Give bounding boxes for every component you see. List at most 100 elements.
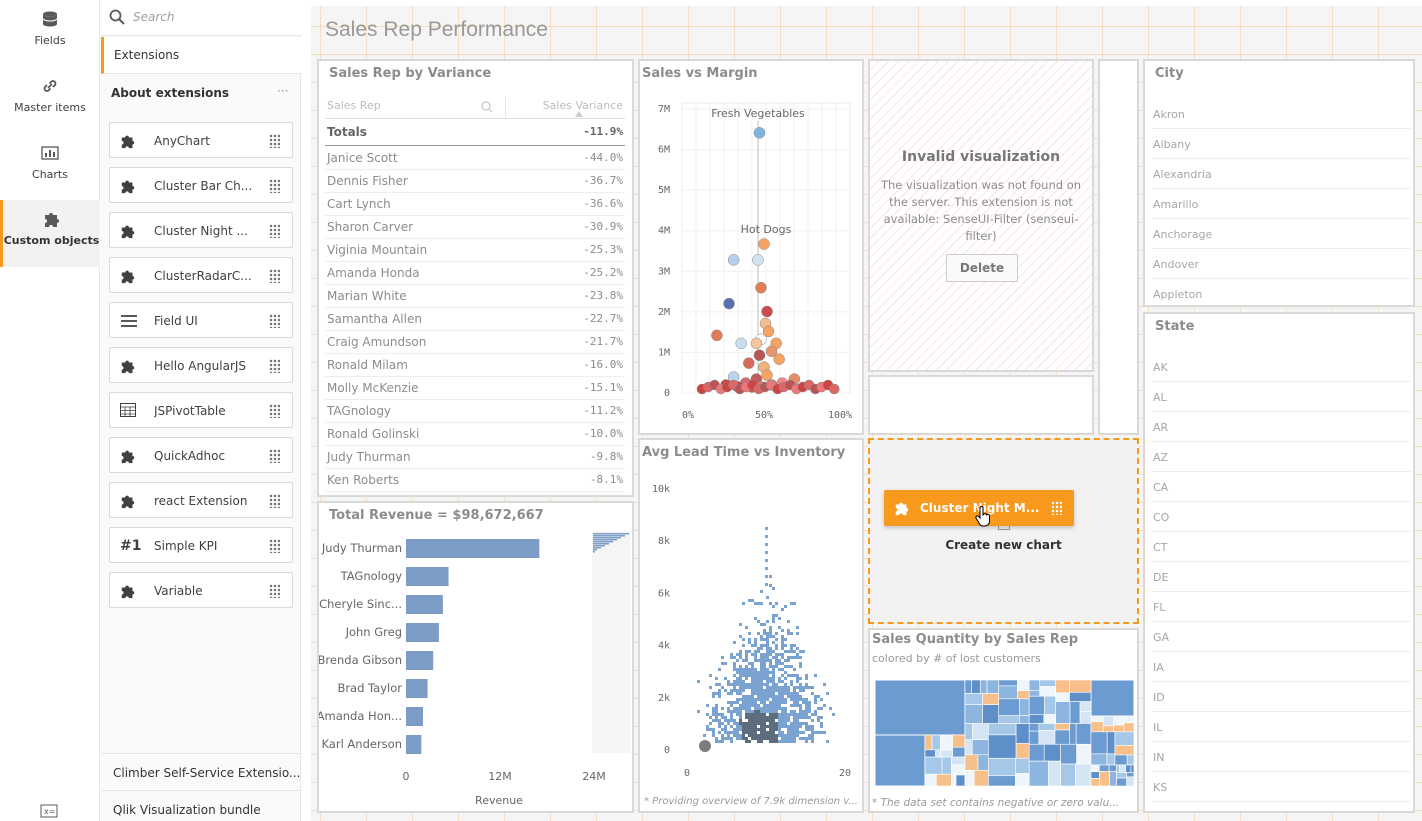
- treemap-tile[interactable]: [935, 773, 952, 786]
- treemap-tile[interactable]: [951, 764, 966, 776]
- treemap-tile[interactable]: [1106, 753, 1116, 766]
- treemap-tile[interactable]: [1090, 771, 1100, 779]
- treemap-tile[interactable]: [1069, 701, 1081, 724]
- treemap-tile[interactable]: [1099, 771, 1110, 786]
- treemap-tile[interactable]: [1116, 777, 1127, 786]
- treemap-tile[interactable]: [988, 734, 1017, 759]
- scatter-point[interactable]: [727, 254, 740, 266]
- revenue-bar[interactable]: [406, 679, 428, 698]
- bundle-climber[interactable]: Climber Self-Service Extensio...: [101, 753, 301, 790]
- treemap-tile[interactable]: [1116, 772, 1127, 779]
- drag-handle-icon[interactable]: [1051, 501, 1062, 515]
- scatter-point[interactable]: [743, 357, 755, 369]
- expression-icon[interactable]: x=: [40, 803, 58, 821]
- treemap-tile[interactable]: [998, 680, 1018, 687]
- extensions-tab[interactable]: Extensions: [101, 37, 301, 74]
- search-icon[interactable]: [481, 101, 493, 113]
- scatter-point[interactable]: [735, 337, 747, 350]
- treemap-tile[interactable]: [1102, 725, 1115, 733]
- treemap-tile[interactable]: [1108, 764, 1117, 772]
- scatter-point[interactable]: [753, 349, 766, 361]
- treemap-tile[interactable]: [1048, 760, 1061, 786]
- treemap-tile[interactable]: [1075, 723, 1092, 745]
- treemap-tile[interactable]: [1114, 731, 1134, 746]
- treemap-tile[interactable]: [1126, 754, 1134, 766]
- treemap-tile[interactable]: [1113, 715, 1125, 726]
- drag-handle-icon[interactable]: [269, 179, 280, 193]
- treemap-tile[interactable]: [1039, 686, 1056, 697]
- rail-master-items[interactable]: Master items: [0, 67, 100, 134]
- city-list-item[interactable]: Akron: [1151, 99, 1411, 129]
- treemap-tile[interactable]: [1106, 731, 1116, 755]
- dragged-extension-item[interactable]: Cluster Night M...: [884, 490, 1074, 526]
- treemap-tile[interactable]: [1028, 695, 1045, 715]
- extension-item[interactable]: Cluster Bar Ch...: [109, 167, 293, 203]
- treemap-tile[interactable]: [972, 723, 989, 741]
- treemap-tile[interactable]: [1043, 714, 1056, 724]
- treemap-chart[interactable]: Sales Quantity by Sales Rep colored by #…: [868, 628, 1139, 813]
- treemap-tile[interactable]: [1017, 680, 1030, 692]
- scatter-point[interactable]: [755, 281, 767, 294]
- city-list-item[interactable]: Albany: [1151, 129, 1411, 159]
- treemap-tile[interactable]: [1069, 723, 1077, 745]
- drag-handle-icon[interactable]: [269, 314, 280, 328]
- treemap-tile[interactable]: [1126, 772, 1134, 778]
- rail-fields[interactable]: Fields: [0, 0, 100, 67]
- treemap-tile[interactable]: [1130, 764, 1134, 773]
- treemap-tile[interactable]: [988, 723, 1017, 736]
- treemap-tile[interactable]: [1028, 760, 1049, 786]
- treemap-tile[interactable]: [952, 746, 966, 758]
- table-row[interactable]: Ken Roberts -8.1%: [325, 469, 625, 492]
- treemap-tile[interactable]: [1090, 721, 1104, 733]
- treemap-tile[interactable]: [1043, 743, 1061, 762]
- drag-handle-icon[interactable]: [269, 494, 280, 508]
- treemap-tile[interactable]: [1015, 723, 1030, 744]
- treemap-tile[interactable]: [964, 693, 983, 706]
- treemap-tile[interactable]: [971, 680, 981, 694]
- treemap-tile[interactable]: [1069, 692, 1092, 702]
- scatter-point[interactable]: [761, 369, 773, 381]
- variance-table[interactable]: Sales Rep by Variance Sales Rep Sales Va…: [317, 59, 634, 497]
- state-list-item[interactable]: AK: [1151, 352, 1411, 382]
- extension-item[interactable]: QuickAdhoc: [109, 437, 293, 473]
- state-list-item[interactable]: DE: [1151, 562, 1411, 592]
- table-row[interactable]: Ronald Milam -16.0%: [325, 354, 625, 377]
- treemap-tile[interactable]: [1028, 730, 1040, 745]
- treemap-tile[interactable]: [1017, 690, 1030, 700]
- treemap-tile[interactable]: [1114, 745, 1134, 756]
- search-bar[interactable]: Search: [101, 0, 301, 36]
- extension-item[interactable]: AnyChart: [109, 122, 293, 158]
- treemap-tile[interactable]: [924, 756, 943, 775]
- treemap-tile[interactable]: [1099, 764, 1110, 772]
- table-row[interactable]: Sharon Carver -30.9%: [325, 216, 625, 239]
- scatter-point[interactable]: [723, 297, 735, 310]
- treemap-tile[interactable]: [988, 757, 1016, 777]
- extension-item[interactable]: ClusterRadarC...: [109, 257, 293, 293]
- revenue-bar[interactable]: [406, 623, 439, 642]
- treemap-tile[interactable]: [955, 774, 966, 786]
- treemap-tile[interactable]: [977, 754, 989, 771]
- scatter-point[interactable]: [765, 345, 778, 358]
- treemap-tile[interactable]: [998, 698, 1020, 716]
- scatter-point[interactable]: [761, 305, 773, 318]
- treemap-tile[interactable]: [1090, 753, 1108, 766]
- table-row[interactable]: TAGnology -11.2%: [325, 400, 625, 423]
- state-list-item[interactable]: AZ: [1151, 442, 1411, 472]
- treemap-tile[interactable]: [1102, 715, 1115, 727]
- treemap-tile[interactable]: [979, 680, 988, 694]
- state-list-item[interactable]: CA: [1151, 472, 1411, 502]
- treemap-tile[interactable]: [1019, 698, 1030, 716]
- revenue-bar[interactable]: [406, 595, 443, 614]
- treemap-tile[interactable]: [1090, 715, 1104, 722]
- state-filter[interactable]: State AK AL AR AZ CA CO CT DE FL GA IA ID IL IN KS: [1143, 312, 1415, 813]
- state-list-item[interactable]: KS: [1151, 772, 1411, 802]
- mini-scrollbar[interactable]: [592, 531, 630, 753]
- scatter-point[interactable]: [762, 325, 775, 338]
- bundle-qlik-visualization[interactable]: Qlik Visualization bundle: [101, 790, 301, 821]
- scatter-point[interactable]: [753, 127, 766, 139]
- treemap-tile[interactable]: [1039, 680, 1056, 687]
- drag-handle-icon[interactable]: [269, 134, 280, 148]
- more-options-button[interactable]: ···: [277, 84, 289, 98]
- extension-item[interactable]: react Extension: [109, 482, 293, 518]
- treemap-tile[interactable]: [964, 723, 973, 741]
